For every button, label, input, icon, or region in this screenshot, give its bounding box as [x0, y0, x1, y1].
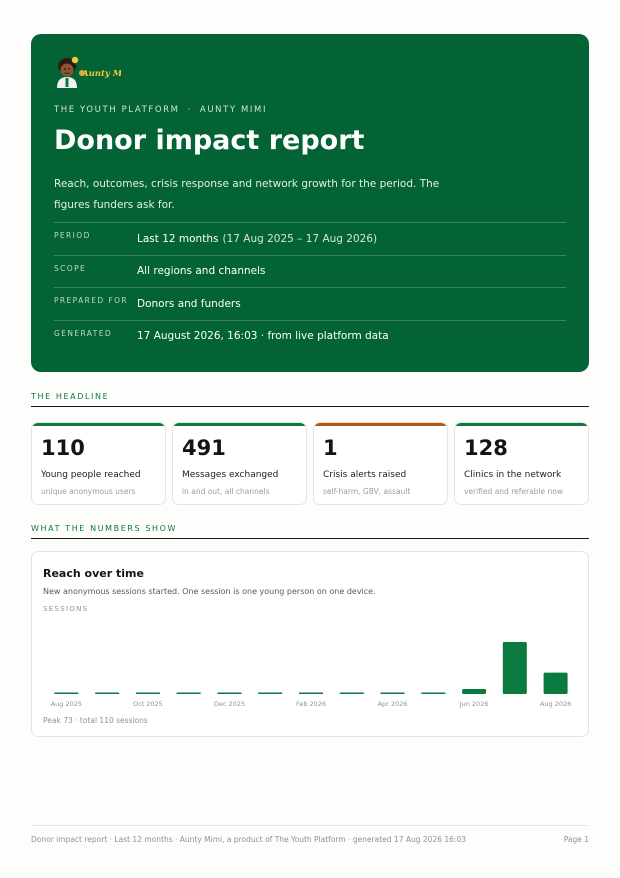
kicker: THE YOUTH PLATFORM · AUNTY MIMI	[54, 105, 267, 115]
chart-bar	[339, 692, 364, 694]
page-footer: Donor impact report · Last 12 months · A…	[31, 825, 589, 844]
x-tick-label: Jun 2026	[459, 700, 489, 708]
stat-value: 491	[182, 436, 226, 460]
reach-chart-card: Reach over time New anonymous sessions s…	[31, 551, 589, 737]
kicker-separator: ·	[187, 105, 192, 115]
chart-bar	[421, 692, 446, 694]
chart-footer: Peak 73 · total 110 sessions	[43, 716, 148, 725]
report-header: Aunty Mimi THE YOUTH PLATFORM · AUNTY MIMI…	[31, 34, 589, 372]
chart-bar	[502, 642, 527, 694]
card-accent-bar	[455, 423, 588, 426]
card-accent-bar	[32, 423, 165, 426]
meta-value: All regions and channels	[137, 265, 266, 278]
stat-label: Clinics in the network	[464, 470, 562, 480]
meta-row-prepared-for: PREPARED FOR Donors and funders	[54, 287, 566, 320]
meta-key: PERIOD	[54, 231, 91, 241]
chart-bar	[258, 692, 283, 694]
report-intro: Reach, outcomes, crisis response and net…	[54, 178, 440, 211]
page-title: Donor impact report	[54, 125, 365, 156]
stat-value: 128	[464, 436, 508, 460]
meta-key: GENERATED	[54, 328, 113, 338]
meta-value: Donors and funders	[137, 297, 241, 310]
aunty-mimi-logo: Aunty Mimi	[57, 56, 121, 88]
footer-text: Donor impact report · Last 12 months · A…	[31, 835, 466, 844]
meta-key: SCOPE	[54, 263, 87, 273]
meta-row-generated: GENERATED 17 August 2026, 16:03 · from l…	[54, 319, 566, 353]
stat-card-crisis-alerts: 1 Crisis alerts raised self-harm, GBV, a…	[313, 422, 448, 505]
meta-value: Last 12 months (17 Aug 2025 – 17 Aug 2026…	[137, 233, 377, 245]
chart-bar	[54, 692, 79, 694]
stat-value: 110	[41, 436, 85, 460]
section-title-numbers: WHAT THE NUMBERS SHOW	[31, 524, 589, 539]
stat-note: verified and referable now	[464, 487, 563, 496]
meta-row-period: PERIOD Last 12 months (17 Aug 2025 – 17 A…	[54, 222, 566, 255]
stat-label: Messages exchanged	[182, 470, 279, 480]
stat-label: Crisis alerts raised	[323, 470, 407, 480]
meta-key: PREPARED FOR	[54, 296, 128, 306]
page-number: Page 1	[563, 835, 589, 844]
meta-value: 17 August 2026, 16:03 · from live platfo…	[137, 330, 389, 343]
chart-bar	[380, 692, 405, 694]
meta-value-sub: (17 Aug 2025 – 17 Aug 2026)	[222, 232, 378, 245]
x-tick-label: Feb 2026	[296, 700, 326, 708]
stat-card-young-people: 110 Young people reached unique anonymou…	[31, 422, 166, 505]
card-accent-bar	[314, 423, 447, 426]
x-tick-label: Aug 2025	[51, 700, 82, 708]
chart-bar	[543, 672, 568, 694]
stat-label: Young people reached	[41, 470, 141, 480]
reach-bar-chart: Aug 2025 Oct 2025 Dec 2025 Feb 2026 Apr 2026…	[51, 642, 571, 708]
chart-title: Reach over time	[43, 567, 144, 580]
stat-value: 1	[323, 436, 338, 460]
svg-text:Aunty Mimi: Aunty Mimi	[81, 69, 121, 79]
stat-card-clinics: 128 Clinics in the network verified and …	[454, 422, 589, 505]
chart-bar	[299, 692, 323, 694]
stat-note: self-harm, GBV, assault	[323, 487, 411, 496]
chart-subtitle: New anonymous sessions started. One sess…	[43, 587, 376, 596]
chart-bar	[217, 692, 242, 694]
section-title-headline: THE HEADLINE	[31, 392, 589, 407]
chart-y-unit: SESSIONS	[43, 605, 89, 613]
chart-bar	[95, 692, 120, 694]
report-meta: PERIOD Last 12 months (17 Aug 2025 – 17 A…	[54, 222, 566, 352]
stat-note: unique anonymous users	[41, 487, 136, 496]
x-tick-label: Dec 2025	[214, 700, 245, 708]
x-tick-label: Aug 2026	[540, 700, 571, 708]
meta-row-scope: SCOPE All regions and channels	[54, 254, 566, 288]
meta-value-main: Last 12 months	[137, 232, 219, 245]
x-tick-label: Apr 2026	[378, 700, 408, 708]
kicker-brand: AUNTY MIMI	[199, 105, 268, 115]
card-accent-bar	[173, 423, 306, 426]
x-tick-label: Oct 2025	[133, 700, 163, 708]
stat-note: in and out, all channels	[182, 487, 270, 496]
stat-card-messages: 491 Messages exchanged in and out, all c…	[172, 422, 307, 505]
headline-cards: 110 Young people reached unique anonymou…	[31, 422, 589, 505]
kicker-org: THE YOUTH PLATFORM	[54, 105, 180, 115]
chart-bar	[135, 692, 160, 694]
chart-bar	[176, 692, 201, 694]
chart-bar	[462, 689, 487, 694]
